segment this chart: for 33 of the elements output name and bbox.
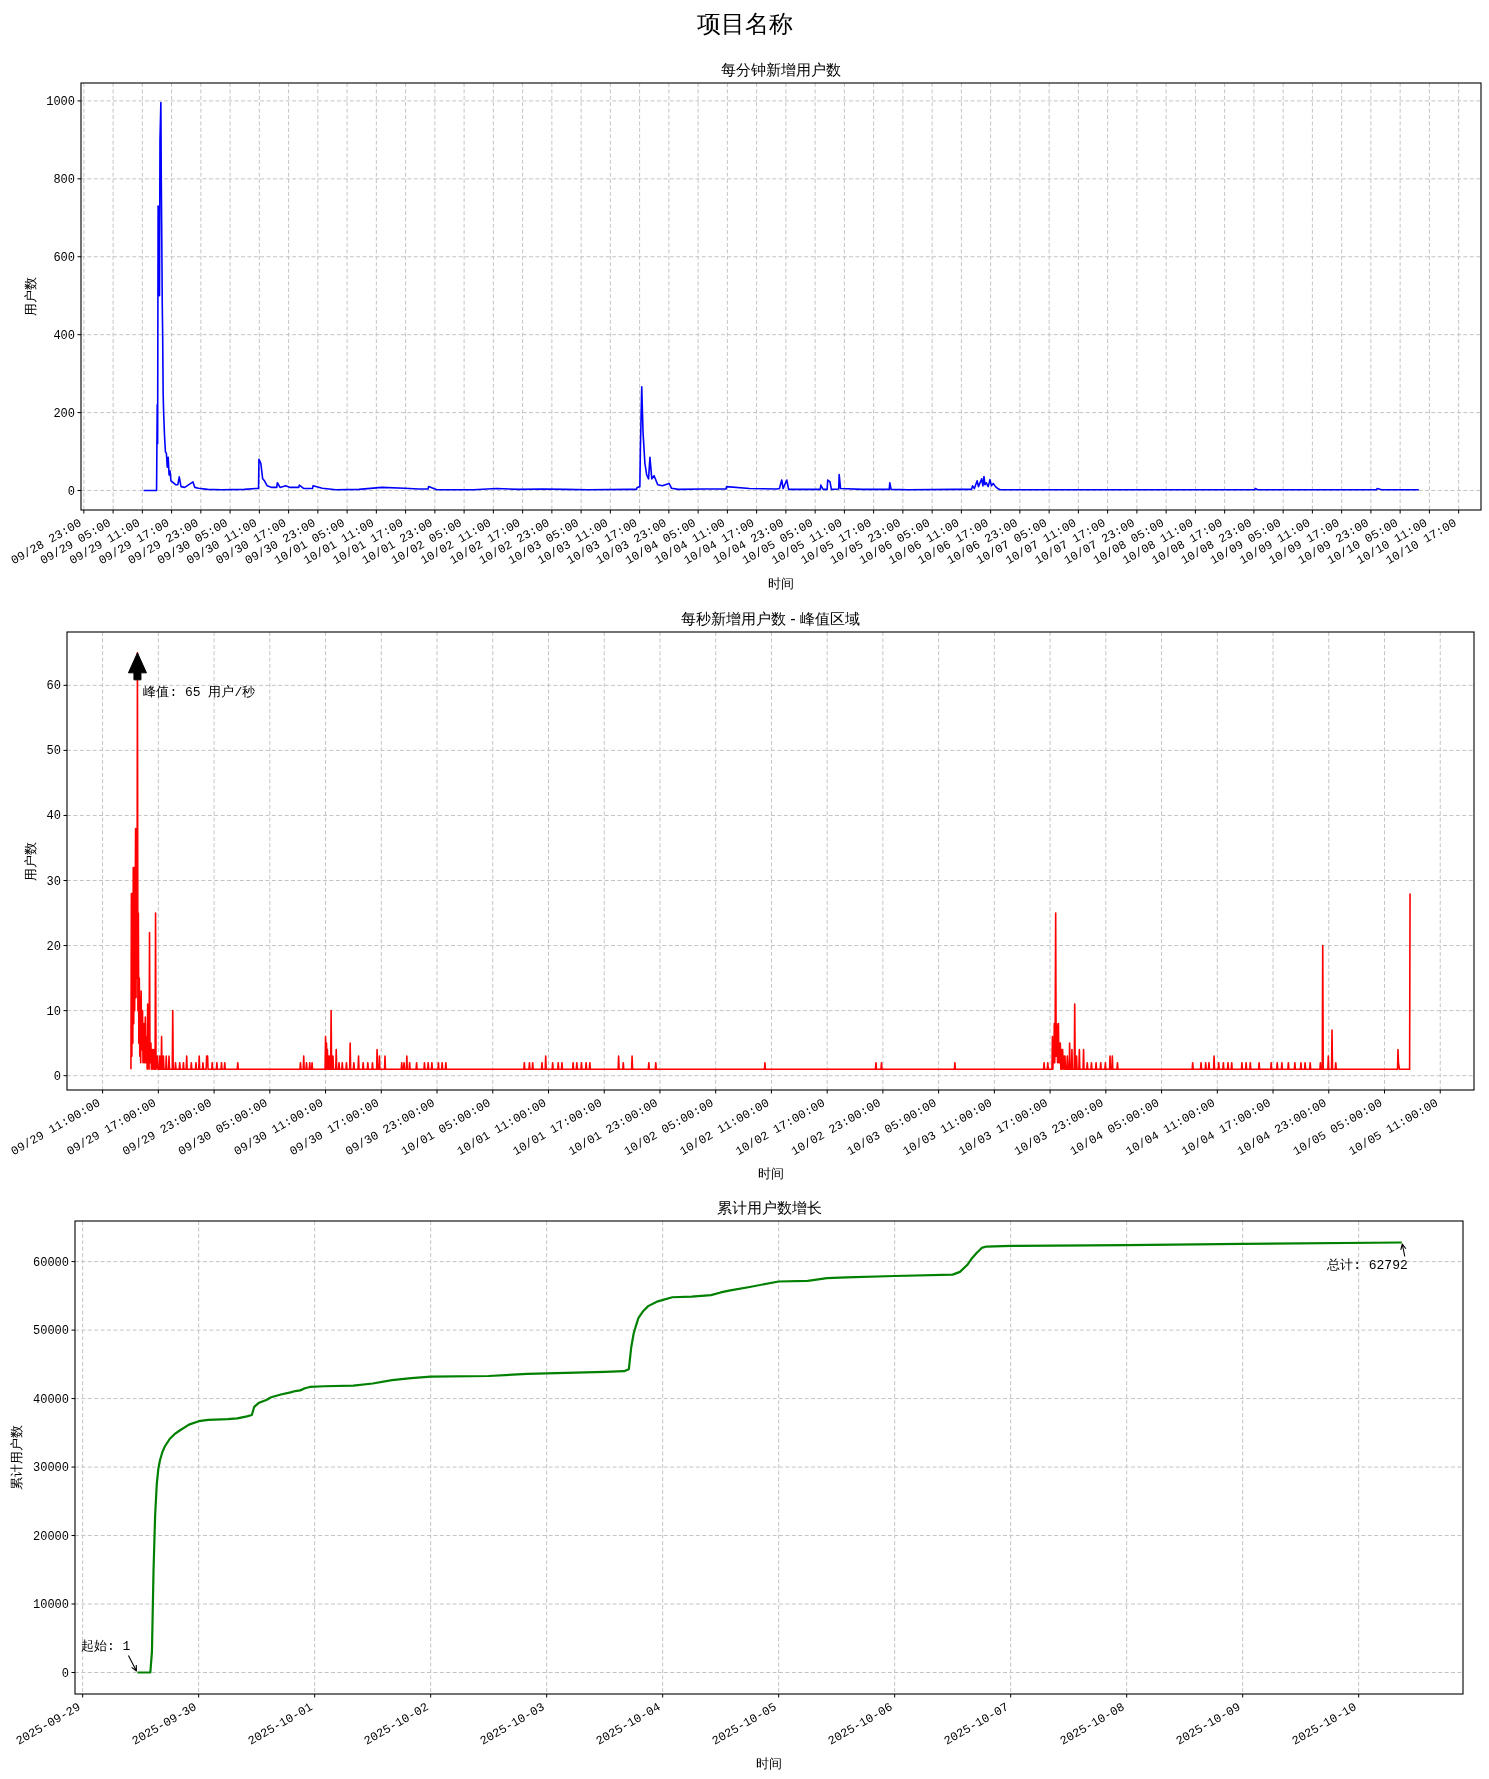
annotation: 峰值: 65 用户/秒 xyxy=(143,684,256,700)
y-tick-label: 600 xyxy=(53,250,75,265)
y-tick-label: 200 xyxy=(53,406,75,421)
y-tick-label: 20 xyxy=(46,939,61,954)
y-tick-label: 50000 xyxy=(32,1324,69,1339)
y-tick-label: 800 xyxy=(53,172,75,187)
chart-title: 每分钟新增用户数 xyxy=(721,61,841,79)
y-tick-label: 30 xyxy=(46,874,61,889)
y-tick-label: 60 xyxy=(46,679,61,694)
y-axis-title: 用户数 xyxy=(22,277,38,316)
y-tick-label: 40 xyxy=(46,809,61,824)
y-tick-label: 400 xyxy=(53,328,75,343)
y-tick-label: 20000 xyxy=(32,1529,69,1544)
y-tick-label: 0 xyxy=(61,1666,69,1681)
y-tick-label: 30000 xyxy=(32,1461,69,1476)
text: 项目名称 xyxy=(696,10,793,38)
y-tick-label: 60000 xyxy=(32,1255,69,1270)
y-tick-label: 0 xyxy=(67,484,75,499)
y-tick-label: 0 xyxy=(53,1069,61,1084)
x-axis-title: 时间 xyxy=(757,1166,784,1181)
annotation: 起始: 1 xyxy=(81,1639,131,1655)
y-axis-title: 用户数 xyxy=(22,841,38,881)
chart-title: 累计用户数增长 xyxy=(716,1199,822,1217)
y-axis-title: 累计用户数 xyxy=(8,1425,24,1490)
y-tick-label: 1000 xyxy=(46,94,75,109)
y-tick-label: 40000 xyxy=(32,1392,69,1407)
y-tick-label: 10000 xyxy=(32,1598,69,1613)
annotation: 总计: 62792 xyxy=(1326,1257,1408,1273)
chart-title: 每秒新增用户数 - 峰值区域 xyxy=(680,610,861,628)
x-axis-title: 时间 xyxy=(756,1756,782,1771)
x-axis-title: 时间 xyxy=(768,576,794,591)
y-tick-label: 10 xyxy=(46,1004,61,1019)
y-tick-label: 50 xyxy=(46,744,61,759)
